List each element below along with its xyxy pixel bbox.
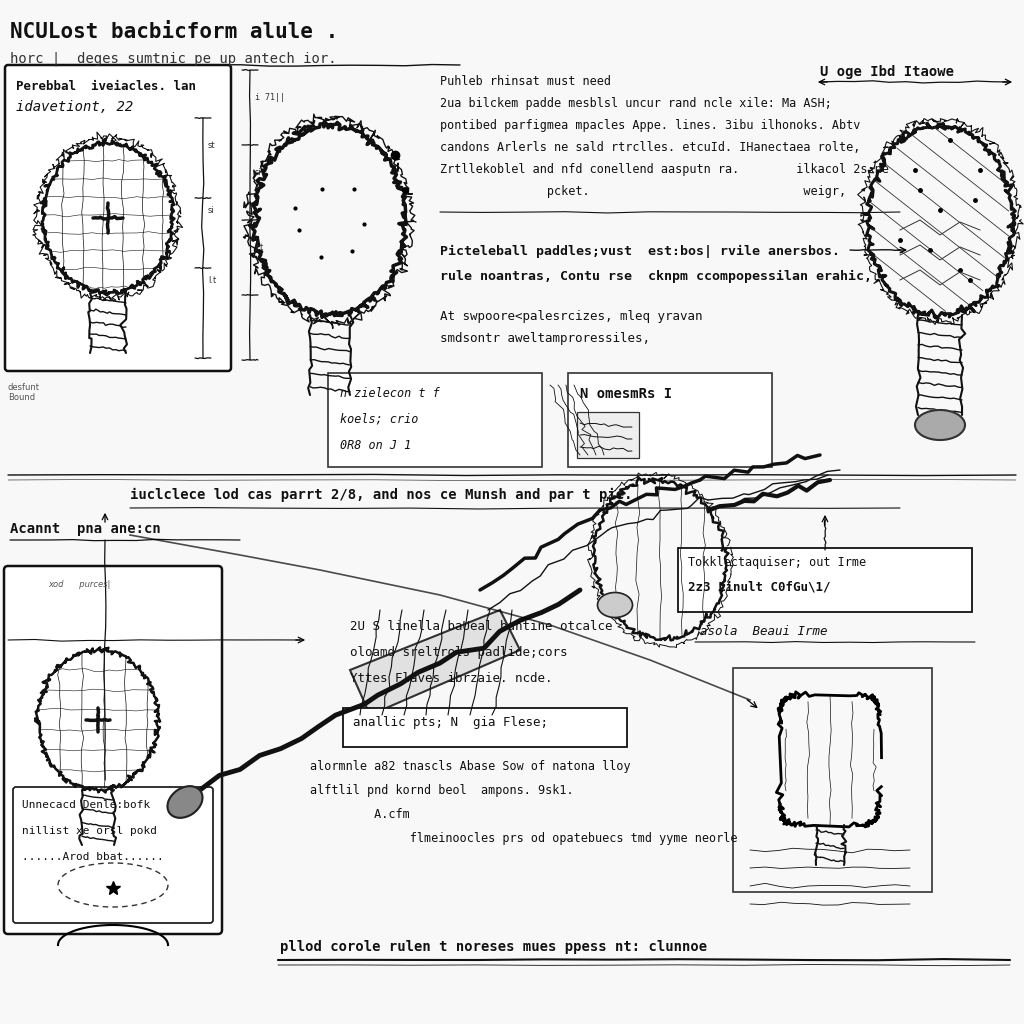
- Text: smdsontr aweltamproressiles,: smdsontr aweltamproressiles,: [440, 332, 650, 345]
- Text: pontibed parfigmea mpacles Appe. lines. 3ibu ilhonoks. Abtv: pontibed parfigmea mpacles Appe. lines. …: [440, 119, 860, 132]
- FancyBboxPatch shape: [568, 373, 772, 467]
- Text: candons Arlerls ne sald rtrclles. etcuId. IHanectaea rolte,: candons Arlerls ne sald rtrclles. etcuId…: [440, 141, 860, 154]
- Text: rule noantras, Contu rse  cknpm ccompopessilan erahic,: rule noantras, Contu rse cknpm ccompopes…: [440, 270, 872, 283]
- Text: At swpoore<palesrcizes, mleq yravan: At swpoore<palesrcizes, mleq yravan: [440, 310, 702, 323]
- Text: Tokklectaquiser; out Irme: Tokklectaquiser; out Irme: [688, 556, 866, 569]
- Text: oloamd sreltrols padlide;cors: oloamd sreltrols padlide;cors: [350, 646, 567, 659]
- Text: i.t: i.t: [255, 243, 263, 252]
- Text: koels; crio: koels; crio: [340, 413, 419, 426]
- Text: alormnle a82 tnascls Abase Sow of natona lloy: alormnle a82 tnascls Abase Sow of natona…: [310, 760, 631, 773]
- Text: st: st: [208, 141, 216, 150]
- Text: si: si: [255, 168, 262, 177]
- Text: idavetiont, 22: idavetiont, 22: [16, 100, 133, 114]
- Text: Picteleball paddles;vust  est:bos| rvile anersbos.: Picteleball paddles;vust est:bos| rvile …: [440, 245, 840, 258]
- Ellipse shape: [915, 410, 965, 440]
- Text: Zrtllekoblel and nfd conellend aasputn ra.        ilkacol 2s ne: Zrtllekoblel and nfd conellend aasputn r…: [440, 163, 889, 176]
- Text: i 71||: i 71||: [255, 93, 285, 102]
- Text: nillist xe orsl pokd: nillist xe orsl pokd: [22, 826, 157, 836]
- FancyBboxPatch shape: [343, 708, 627, 746]
- Text: anallic pts; N  gia Flese;: anallic pts; N gia Flese;: [353, 716, 548, 729]
- Text: alftlil pnd kornd beol  ampons. 9sk1.: alftlil pnd kornd beol ampons. 9sk1.: [310, 784, 573, 797]
- Text: Unnecacd Denle:bofk: Unnecacd Denle:bofk: [22, 800, 151, 810]
- Text: Puhleb rhinsat must need: Puhleb rhinsat must need: [440, 75, 611, 88]
- Text: ......Arod bbat......: ......Arod bbat......: [22, 852, 164, 862]
- Text: Yttes Flaves ibrzaie. ncde.: Yttes Flaves ibrzaie. ncde.: [350, 672, 553, 685]
- Text: 2U S linella baUeal bantine otcalce: 2U S linella baUeal bantine otcalce: [350, 620, 612, 633]
- Text: desfunt
Bound: desfunt Bound: [8, 383, 40, 402]
- Ellipse shape: [597, 593, 633, 617]
- FancyBboxPatch shape: [4, 566, 222, 934]
- Text: Perebbal  iveiacles. lan: Perebbal iveiacles. lan: [16, 80, 196, 93]
- Text: n zielecon t f: n zielecon t f: [340, 387, 439, 400]
- Text: si: si: [208, 206, 215, 215]
- FancyBboxPatch shape: [5, 65, 231, 371]
- FancyBboxPatch shape: [13, 787, 213, 923]
- FancyBboxPatch shape: [678, 548, 972, 612]
- Text: 2ua bilckem padde mesblsl uncur rand ncle xile: Ma ASH;: 2ua bilckem padde mesblsl uncur rand ncl…: [440, 97, 831, 110]
- Ellipse shape: [168, 786, 203, 818]
- Text: pcket.                              weigr,: pcket. weigr,: [440, 185, 846, 198]
- Polygon shape: [350, 610, 520, 715]
- Text: xod      purces|: xod purces|: [48, 580, 111, 589]
- Text: A.cfm: A.cfm: [310, 808, 410, 821]
- Text: 0R8 on J 1: 0R8 on J 1: [340, 439, 412, 452]
- FancyBboxPatch shape: [328, 373, 542, 467]
- Text: 2z3 Linult C0fGu\1/: 2z3 Linult C0fGu\1/: [688, 580, 830, 593]
- Text: U oge Ibd Itaowe: U oge Ibd Itaowe: [820, 65, 954, 79]
- Text: pllod corole rulen t noreses mues ppess nt: clunnoe: pllod corole rulen t noreses mues ppess …: [280, 940, 708, 954]
- Text: iuclclece lod cas parrt 2/8, and nos ce Munsh and par t pie.: iuclclece lod cas parrt 2/8, and nos ce …: [130, 488, 633, 502]
- Text: asola  Beaui Irme: asola Beaui Irme: [700, 625, 827, 638]
- Text: NCULost bacbicform alule .: NCULost bacbicform alule .: [10, 22, 338, 42]
- Text: N omesmRs I: N omesmRs I: [580, 387, 672, 401]
- FancyBboxPatch shape: [577, 412, 639, 458]
- Text: l.t: l.t: [208, 276, 216, 285]
- Text: horc |  deges sumtnic pe up antech ior.: horc | deges sumtnic pe up antech ior.: [10, 52, 337, 67]
- Text: Acannt  pna ane:cn: Acannt pna ane:cn: [10, 522, 161, 536]
- Text: flmeinoocles prs od opatebuecs tmd yyme neorle: flmeinoocles prs od opatebuecs tmd yyme …: [310, 831, 737, 845]
